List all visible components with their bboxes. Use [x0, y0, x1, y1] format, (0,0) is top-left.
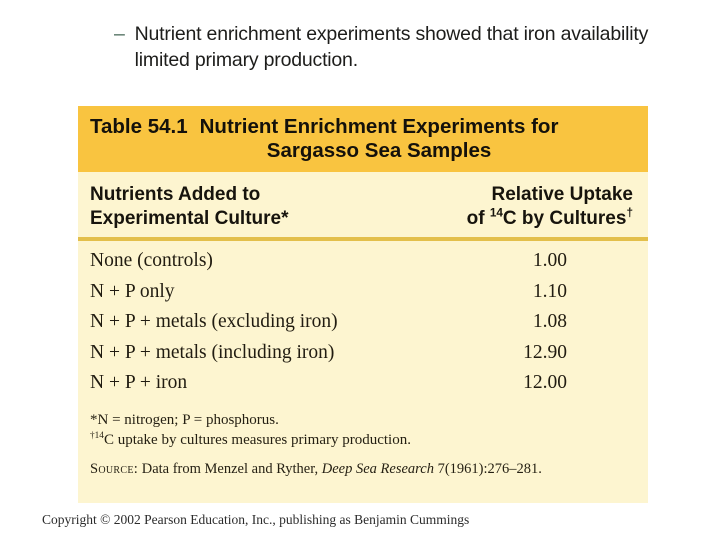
footnote-nitrogen-phosphorus: *N = nitrogen; P = phosphorus.: [90, 411, 279, 428]
source-volume-pages: 7(1961):276–281.: [433, 460, 542, 477]
row-value: 1.08: [532, 311, 567, 332]
row-value: 12.00: [523, 372, 567, 393]
row-label: N + P + metals (including iron): [90, 341, 335, 363]
source-citation: Source: Data from Menzel and Ryther, Dee…: [90, 459, 636, 479]
row-label: N + P + metals (excluding iron): [90, 311, 338, 332]
table-row: N + P + metals (excluding iron) 1.08: [90, 311, 636, 342]
table-title-line-1: Nutrient Enrichment Experiments for: [199, 115, 559, 138]
dagger-superscript: †: [626, 206, 633, 220]
footnote-c14-uptake: †14C uptake by cultures measures primary…: [90, 430, 636, 450]
col2-header-cultures: C by Cultures: [502, 208, 627, 229]
table-title-line-2: Sargasso Sea Samples: [266, 139, 492, 162]
footnote-c14-text: C uptake by cultures measures primary pr…: [103, 431, 411, 448]
source-label: Source:: [90, 460, 139, 477]
bullet-line-1: Nutrient enrichment experiments showed t…: [134, 23, 649, 45]
row-label: N + P + iron: [90, 372, 188, 393]
header-divider-rule: [78, 237, 648, 241]
col1-header-line-1: Nutrients Added to: [90, 184, 261, 205]
row-label: N + P only: [90, 280, 175, 302]
bullet-point: – Nutrient enrichment experiments showed…: [114, 21, 648, 73]
col2-header-line-2: of 14C by Cultures†: [467, 207, 633, 231]
table-body: None (controls) 1.00 N + P only 1.10 N +…: [78, 241, 648, 403]
table-row: N + P + iron 12.00: [90, 372, 636, 403]
column-header-nutrients: Nutrients Added to Experimental Culture*: [90, 183, 289, 237]
table-54-1: Table 54.1 Nutrient Enrichment Experimen…: [78, 106, 648, 503]
table-row: None (controls) 1.00: [90, 250, 636, 281]
table-title-band: Table 54.1 Nutrient Enrichment Experimen…: [78, 106, 648, 172]
row-value: 12.90: [523, 341, 567, 363]
copyright-notice: Copyright © 2002 Pearson Education, Inc.…: [42, 512, 470, 527]
table-row: N + P only 1.10: [90, 281, 636, 312]
column-header-uptake: Relative Uptake of 14C by Cultures†: [467, 183, 633, 237]
col1-header-line-2: Experimental Culture*: [90, 208, 289, 229]
bullet-dash: –: [114, 23, 125, 45]
bullet-text: Nutrient enrichment experiments showed t…: [134, 21, 649, 73]
col2-header-line-1: Relative Uptake: [491, 184, 633, 205]
table-number-label: Table 54.1: [90, 115, 188, 138]
table-footnotes: *N = nitrogen; P = phosphorus. †14C upta…: [78, 403, 648, 479]
col2-header-of: of: [466, 208, 490, 229]
column-headers: Nutrients Added to Experimental Culture*…: [78, 172, 648, 237]
table-row: N + P + metals (including iron) 12.90: [90, 342, 636, 373]
row-value: 1.10: [532, 280, 567, 302]
table-title: Nutrient Enrichment Experiments for Sarg…: [200, 115, 559, 172]
row-label: None (controls): [90, 250, 213, 271]
source-journal-name: Deep Sea Research: [321, 460, 434, 477]
dagger-14-superscript: †14: [90, 430, 104, 441]
superscript-14: 14: [489, 206, 503, 220]
bullet-line-2: limited primary production.: [134, 49, 358, 71]
row-value: 1.00: [532, 250, 567, 271]
source-text: Data from Menzel and Ryther,: [138, 460, 322, 477]
